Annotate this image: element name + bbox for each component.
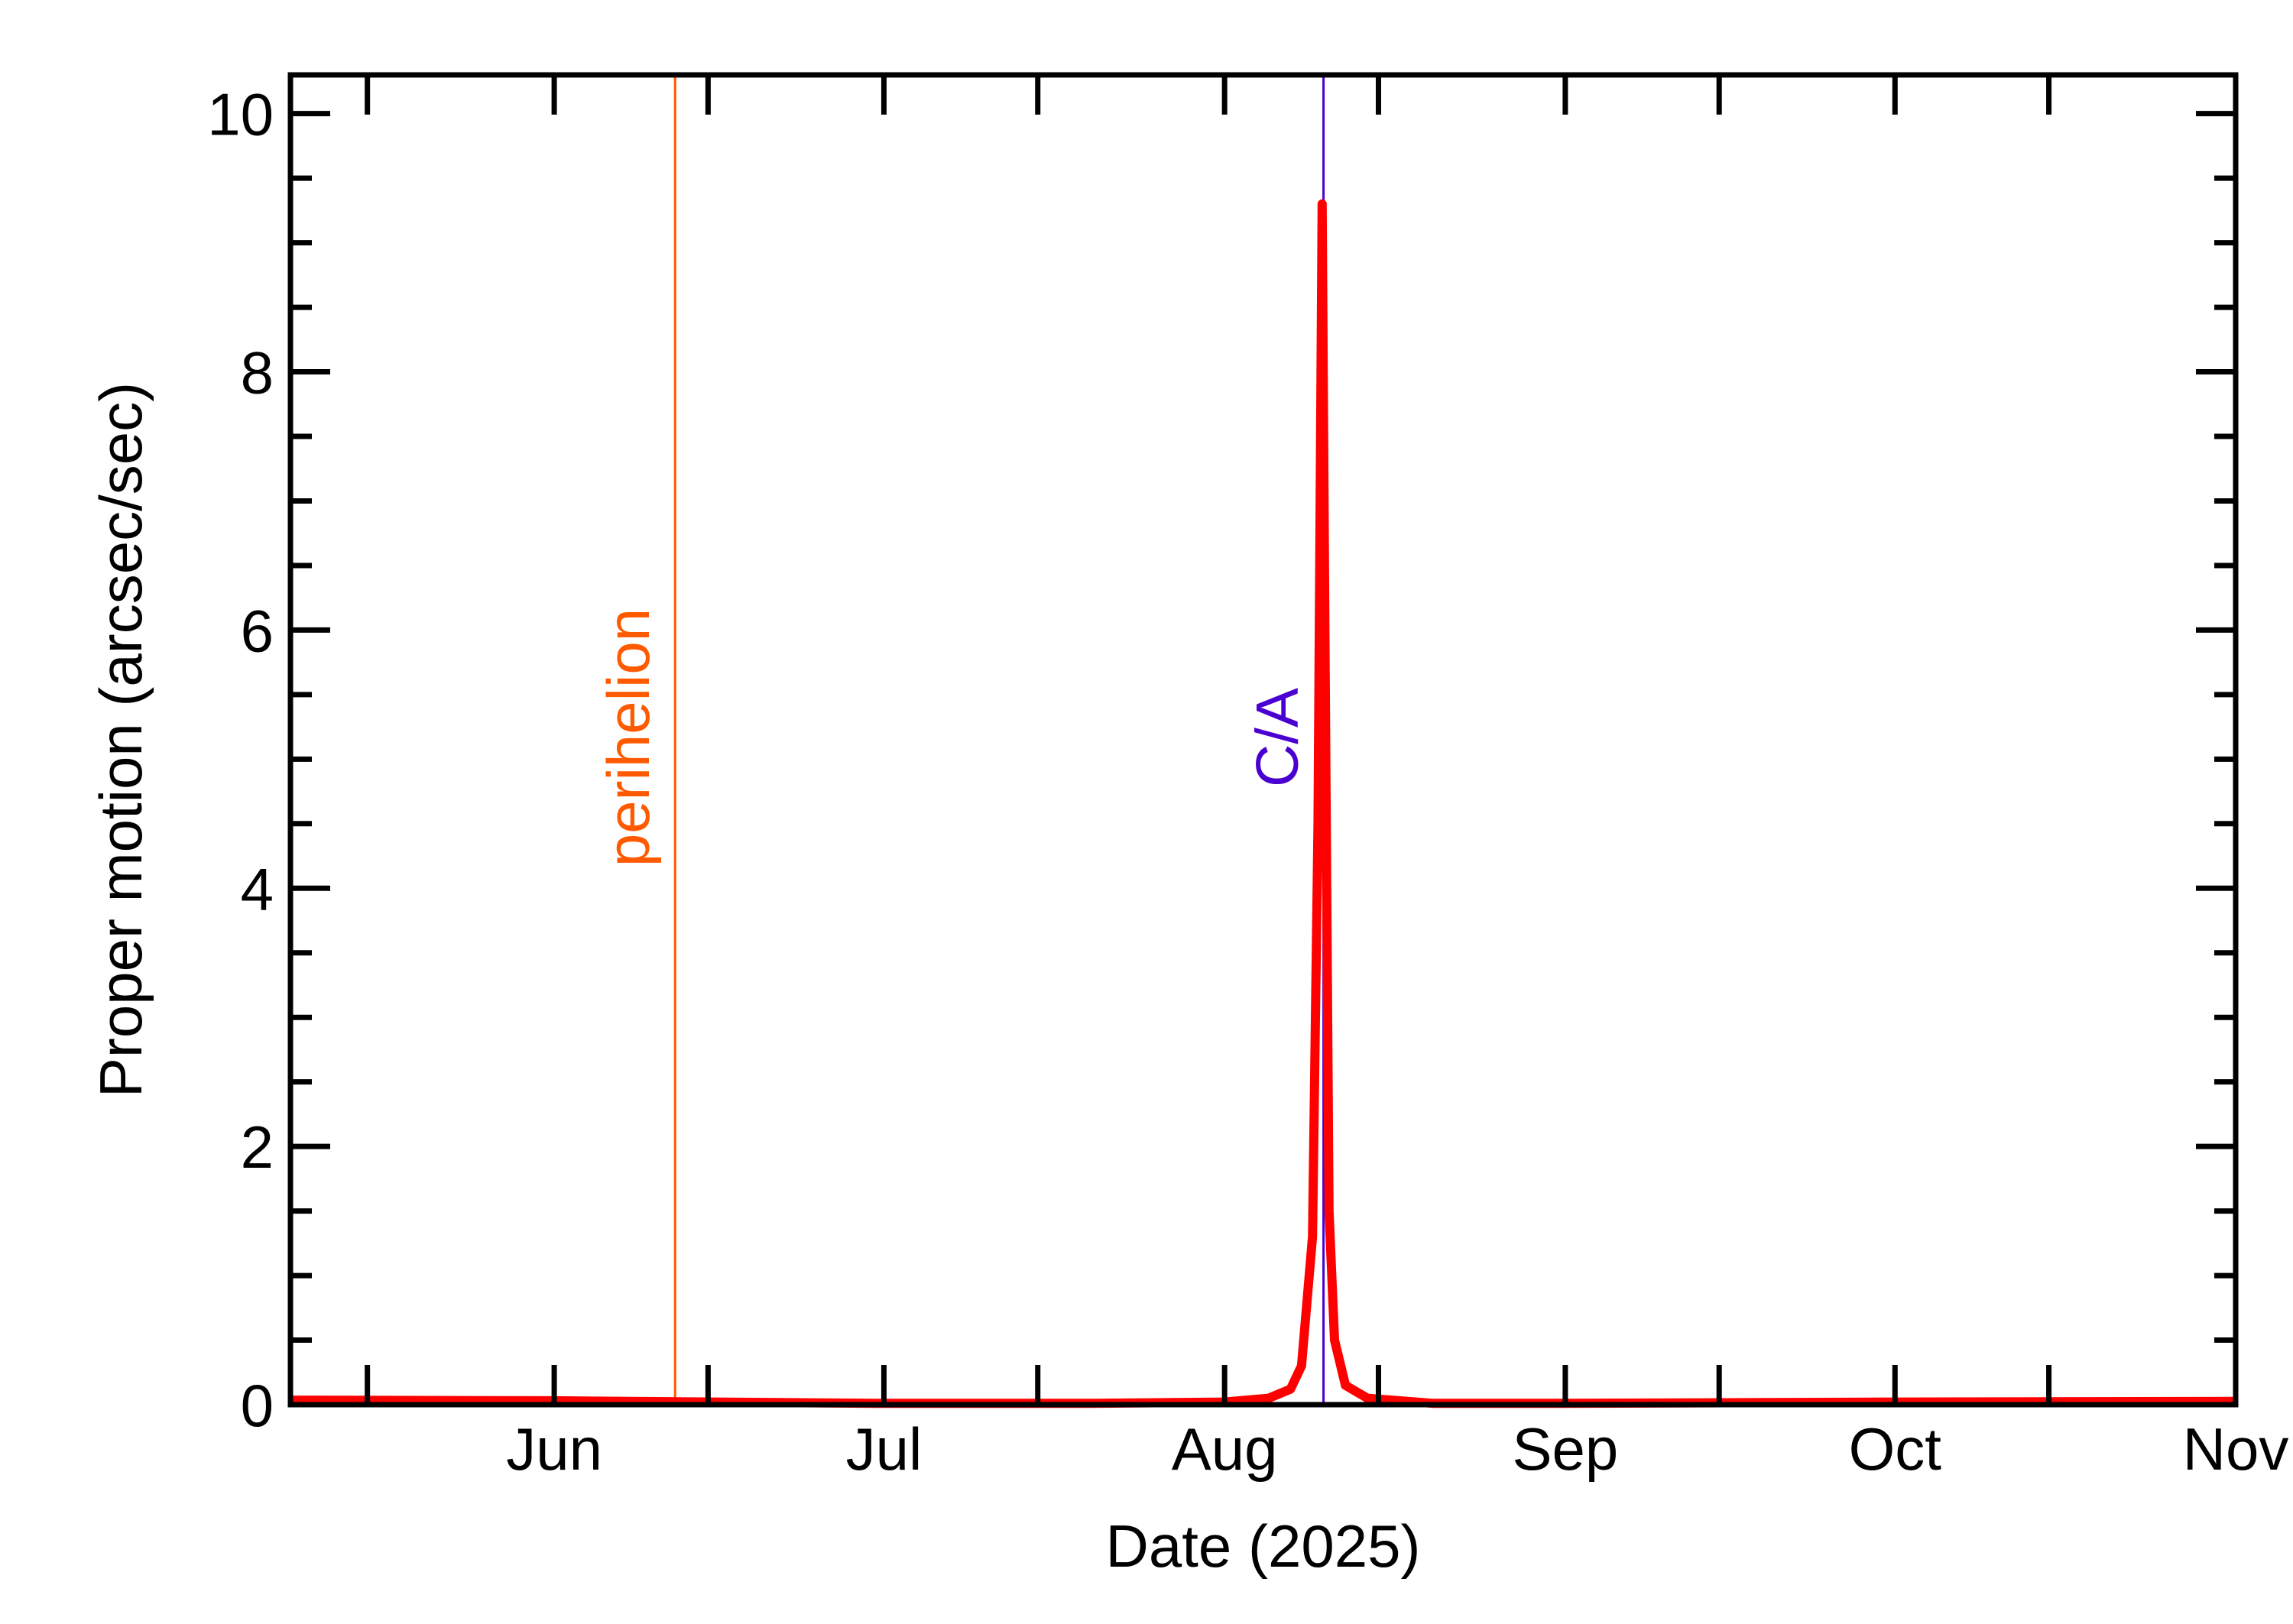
y-tick-label: 10 [207, 81, 274, 148]
y-axis-label: Proper motion (arcsec/sec) [87, 382, 154, 1097]
x-tick-label: Jul [846, 1415, 923, 1483]
x-tick-label: Oct [1849, 1415, 1942, 1483]
series-line [290, 199, 2236, 1408]
x-tick-label: Nov [2183, 1415, 2289, 1483]
event-label: perihelion [595, 608, 662, 867]
y-tick-label: 8 [241, 339, 274, 407]
x-tick-label: Sep [1513, 1415, 1619, 1483]
x-tick-label: Jun [506, 1415, 602, 1483]
axis-ticks [290, 75, 2239, 1408]
plot-frame [287, 72, 2239, 1408]
y-tick-label: 0 [241, 1372, 274, 1439]
y-tick-label: 6 [241, 597, 274, 664]
y-tick-label: 4 [241, 855, 274, 922]
tick-labels: Jun Jul Aug Sep Oct Nov 0 2 4 6 8 10 [207, 81, 2288, 1483]
event-lines: perihelion C/A [595, 75, 1325, 1405]
x-axis-label: Date (2025) [1106, 1512, 1421, 1580]
event-label: C/A [1244, 688, 1311, 787]
x-tick-label: Aug [1172, 1415, 1278, 1483]
y-tick-label: 2 [241, 1113, 274, 1181]
data-series [290, 199, 2236, 1408]
